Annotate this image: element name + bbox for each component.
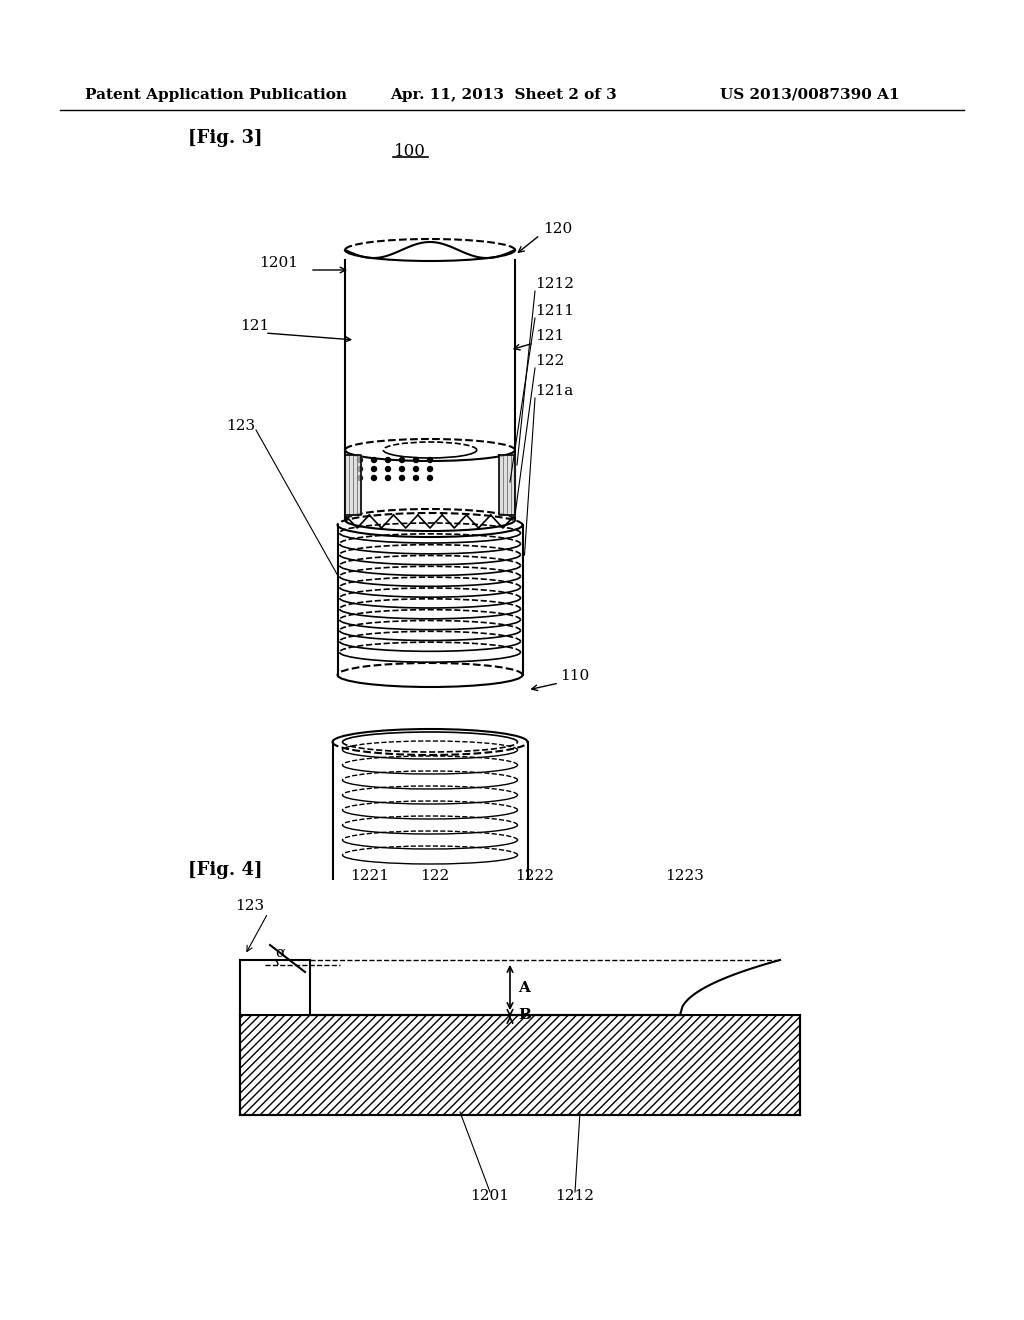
Text: α: α	[275, 946, 286, 960]
Text: Apr. 11, 2013  Sheet 2 of 3: Apr. 11, 2013 Sheet 2 of 3	[390, 88, 616, 102]
Text: 121: 121	[535, 329, 564, 343]
Circle shape	[399, 475, 404, 480]
Polygon shape	[499, 455, 515, 515]
Circle shape	[385, 466, 390, 471]
Text: 120: 120	[543, 222, 572, 236]
Text: 1201: 1201	[470, 1189, 510, 1203]
Text: 100: 100	[394, 144, 426, 161]
Text: 121: 121	[240, 319, 269, 333]
Text: 121a: 121a	[535, 384, 573, 399]
Bar	[240, 1015, 800, 1115]
Text: 1221: 1221	[350, 869, 389, 883]
Circle shape	[427, 458, 432, 462]
Circle shape	[399, 458, 404, 462]
Circle shape	[427, 475, 432, 480]
Circle shape	[357, 475, 362, 480]
Text: 123: 123	[226, 418, 255, 433]
Text: 122: 122	[535, 354, 564, 368]
Text: 1212: 1212	[555, 1189, 595, 1203]
Circle shape	[385, 458, 390, 462]
Circle shape	[414, 466, 419, 471]
Text: 1211: 1211	[535, 304, 574, 318]
Text: [Fig. 4]: [Fig. 4]	[188, 861, 262, 879]
Circle shape	[414, 458, 419, 462]
Text: 1212: 1212	[535, 277, 574, 290]
Circle shape	[357, 458, 362, 462]
Circle shape	[399, 466, 404, 471]
Text: A: A	[518, 981, 529, 994]
Polygon shape	[345, 455, 361, 515]
Text: 1223: 1223	[666, 869, 705, 883]
Circle shape	[372, 458, 377, 462]
Text: 122: 122	[421, 869, 450, 883]
Text: 123: 123	[236, 899, 264, 913]
Text: 110: 110	[560, 669, 589, 682]
Circle shape	[357, 466, 362, 471]
Circle shape	[372, 466, 377, 471]
Text: 1222: 1222	[515, 869, 555, 883]
Circle shape	[427, 466, 432, 471]
Text: 1201: 1201	[259, 256, 298, 271]
Text: B: B	[518, 1008, 531, 1022]
Circle shape	[414, 475, 419, 480]
Text: Patent Application Publication: Patent Application Publication	[85, 88, 347, 102]
Circle shape	[385, 475, 390, 480]
Text: US 2013/0087390 A1: US 2013/0087390 A1	[720, 88, 900, 102]
Bar	[240, 880, 800, 1015]
Circle shape	[372, 475, 377, 480]
Text: [Fig. 3]: [Fig. 3]	[188, 129, 262, 147]
